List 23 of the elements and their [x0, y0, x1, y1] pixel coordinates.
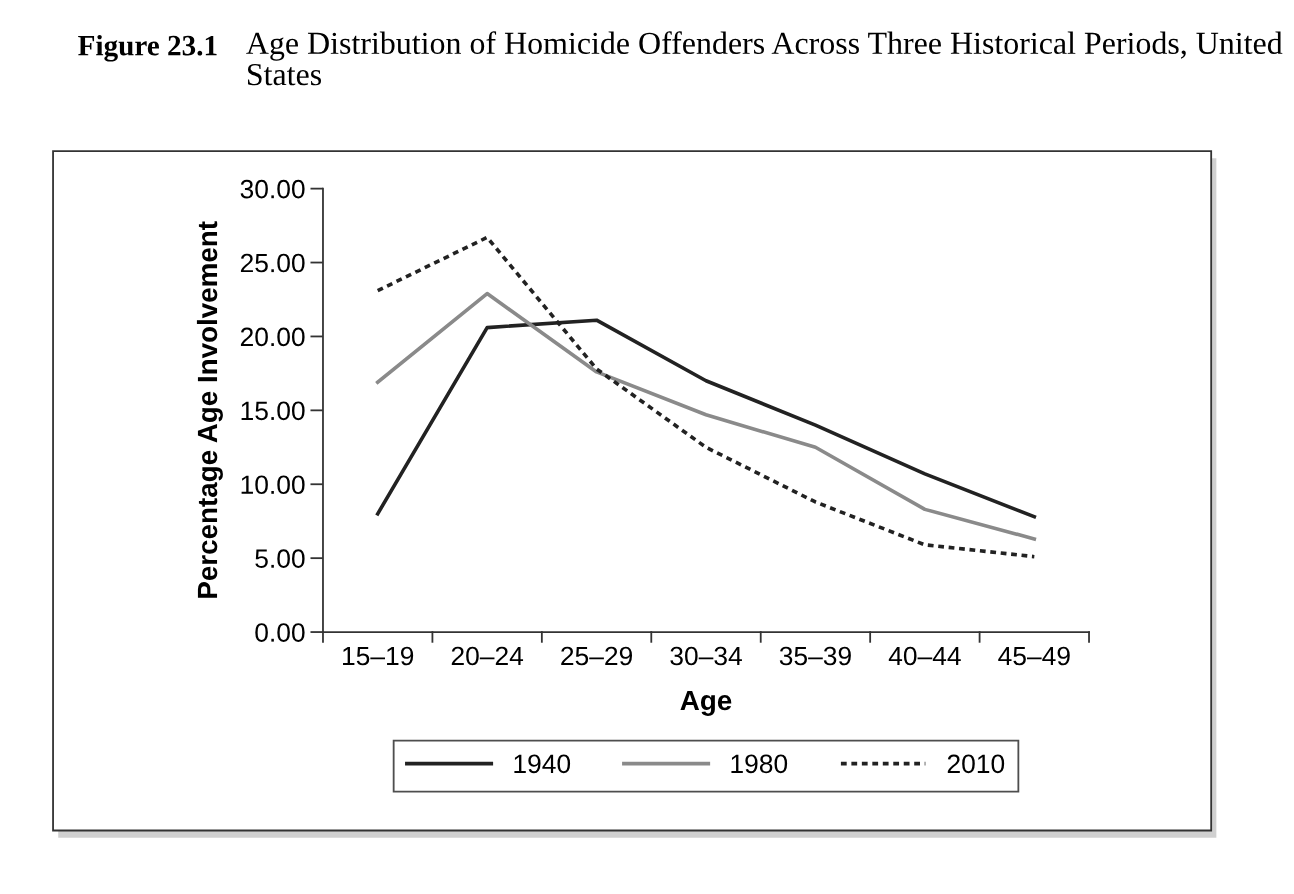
- y-tick-label: 0.00: [255, 623, 305, 642]
- y-tick-label: 30.00: [240, 179, 305, 199]
- legend-label: 1980: [731, 754, 788, 774]
- x-tick-label: 15–19: [343, 646, 414, 666]
- caption: Figure 23.1: [78, 34, 217, 62]
- x-axis-title: Age: [680, 690, 732, 716]
- x-tick-label: 40–44: [888, 646, 961, 666]
- y-tick-label: 15.00: [241, 401, 305, 421]
- y-tick-label: 10.00: [241, 475, 305, 495]
- line-series: [375, 291, 1037, 541]
- chart-title: Age Distribution of Homicide Offenders Across Three Historical Periods, United States: [246, 31, 1283, 86]
- x-tick-label: 20–24: [451, 646, 524, 666]
- legend-label: 1940: [514, 754, 571, 774]
- y-tick-label: 5.00: [255, 549, 305, 568]
- y-tick-label: 25.00: [240, 253, 305, 273]
- x-tick-label: 30–34: [670, 646, 742, 666]
- legend-label: 2010: [947, 754, 1005, 774]
- x-tick-label: 25–29: [561, 646, 633, 666]
- x-tick-label: 45–49: [998, 646, 1070, 666]
- y-axis-title: Percentage Age Involvement: [196, 221, 223, 598]
- line-series: [375, 235, 1037, 559]
- x-tick-label: 35–39: [779, 646, 851, 666]
- y-tick-label: 20.00: [240, 327, 305, 347]
